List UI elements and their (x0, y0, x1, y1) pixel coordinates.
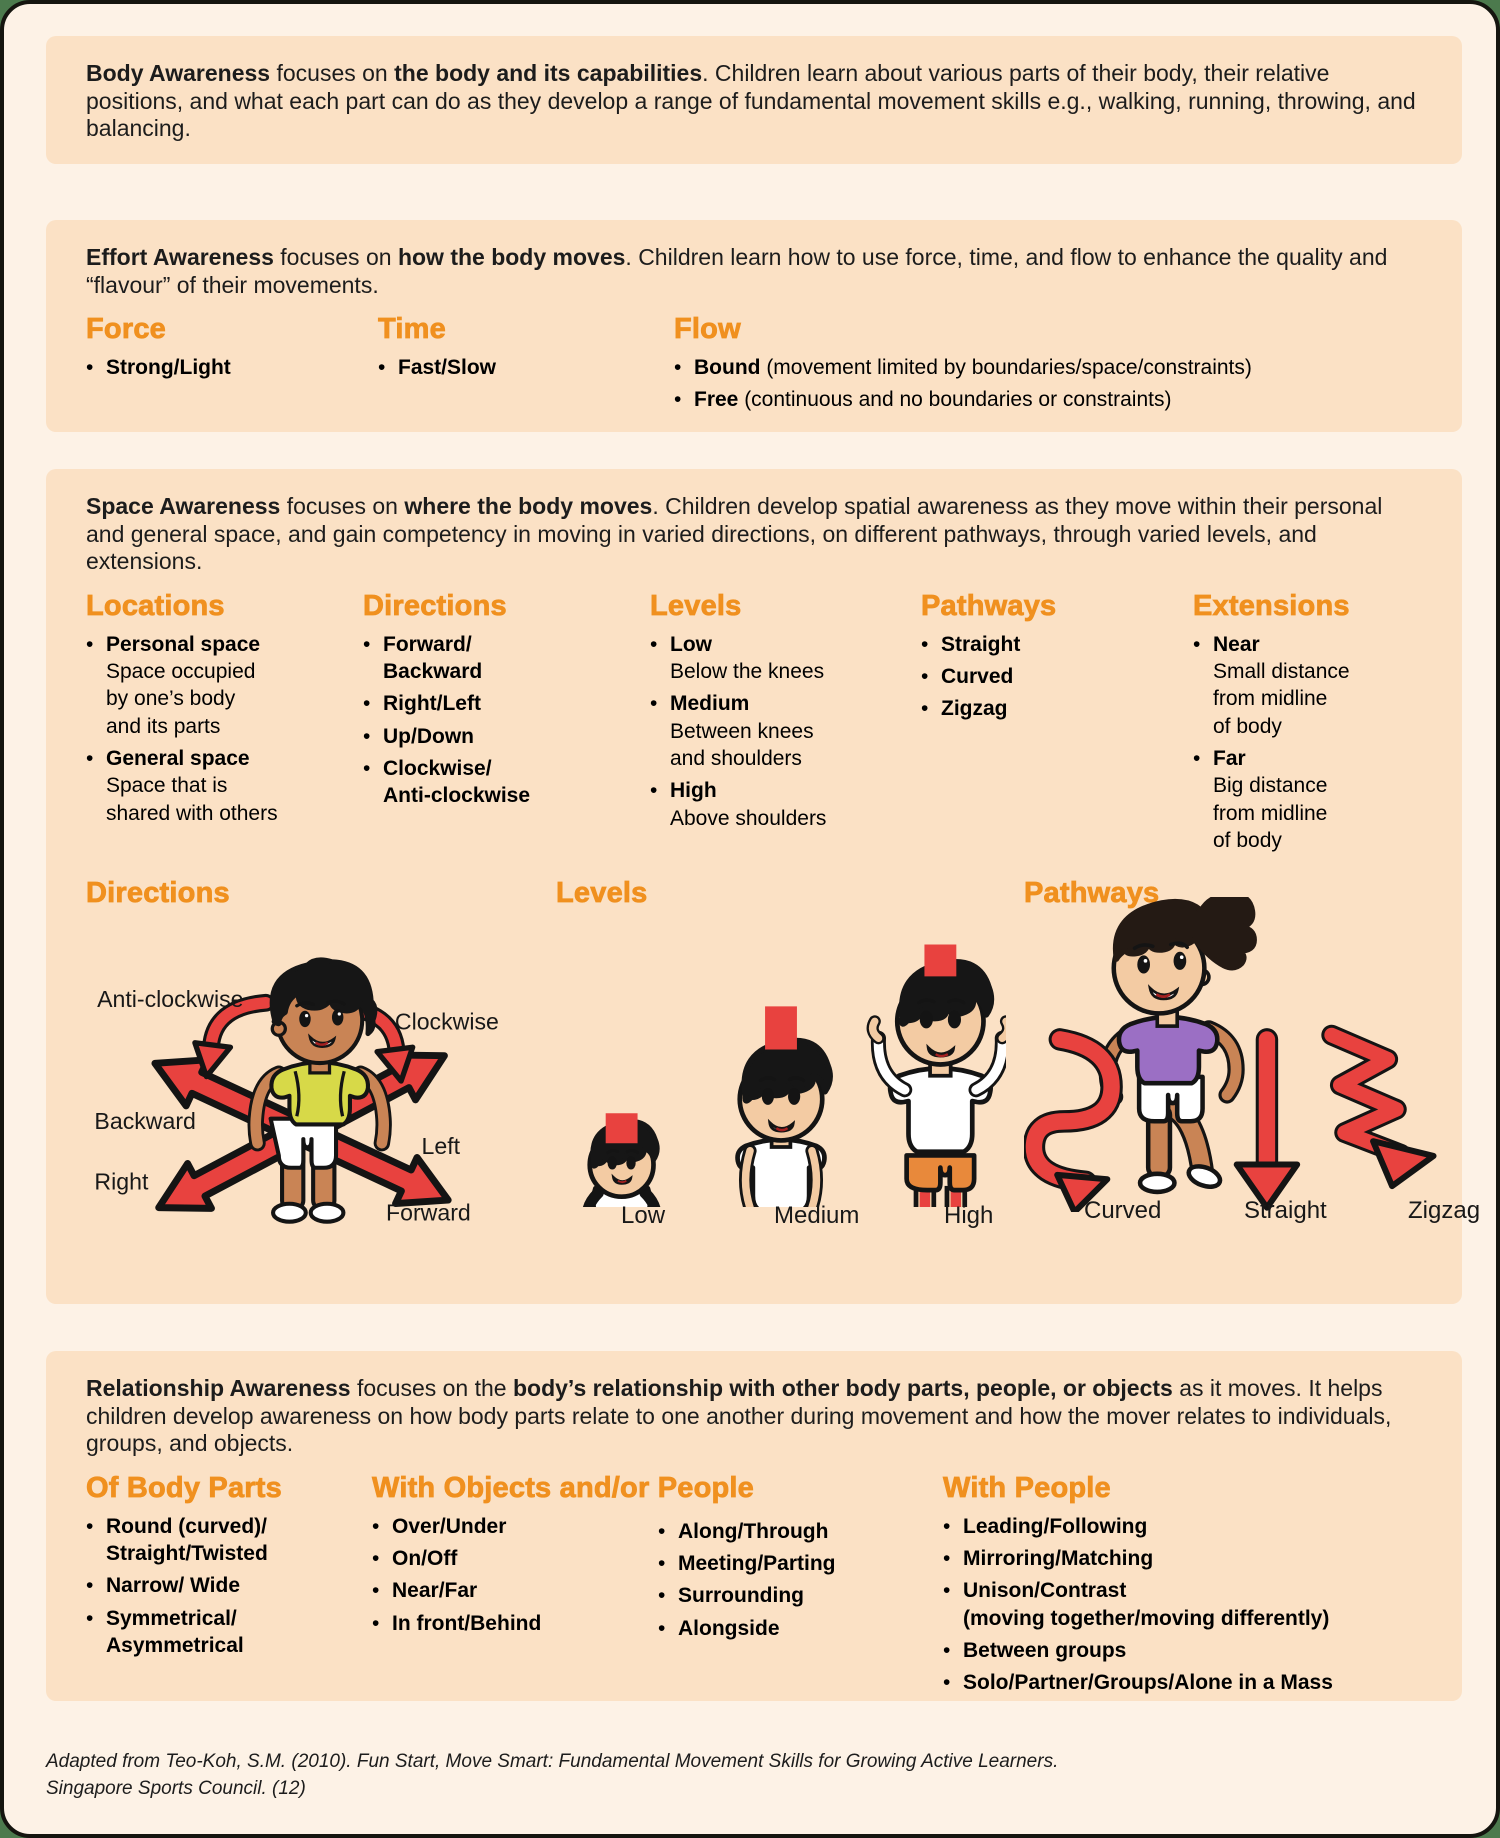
svg-text:Forward: Forward (386, 1200, 471, 1225)
svg-text:Clockwise: Clockwise (395, 1009, 499, 1035)
svg-text:Left: Left (422, 1133, 461, 1159)
svg-text:Backward: Backward (94, 1108, 195, 1134)
svg-text:Right: Right (94, 1169, 149, 1195)
svg-text:Anti-clockwise: Anti-clockwise (97, 986, 243, 1012)
